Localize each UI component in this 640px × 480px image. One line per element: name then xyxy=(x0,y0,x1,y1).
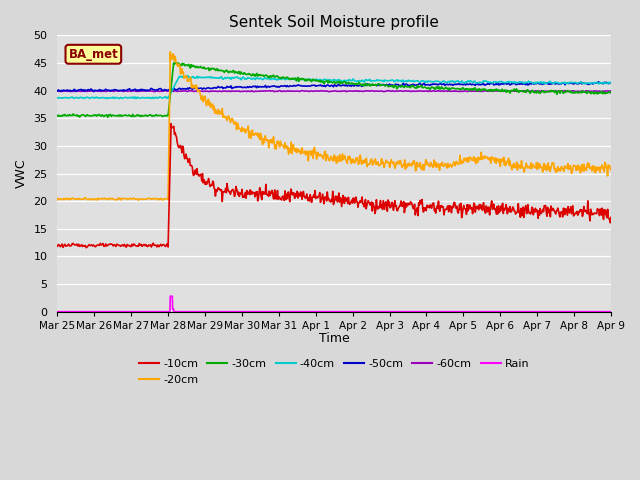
Text: BA_met: BA_met xyxy=(68,48,118,61)
Legend: -10cm, -20cm, -30cm, -40cm, -50cm, -60cm, Rain: -10cm, -20cm, -30cm, -40cm, -50cm, -60cm… xyxy=(134,355,534,389)
Y-axis label: VWC: VWC xyxy=(15,159,28,188)
X-axis label: Time: Time xyxy=(319,332,349,345)
Title: Sentek Soil Moisture profile: Sentek Soil Moisture profile xyxy=(229,15,439,30)
